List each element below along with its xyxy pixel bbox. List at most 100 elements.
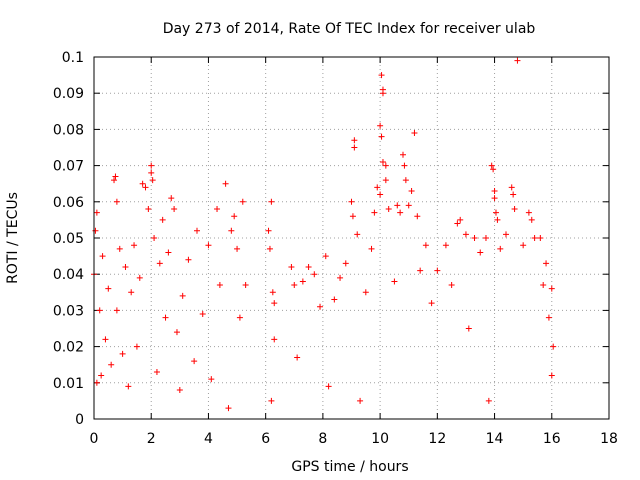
data-point <box>378 133 385 140</box>
data-point <box>149 177 156 184</box>
y-tick-label: 0.01 <box>53 376 84 392</box>
x-tick-label: 12 <box>428 431 446 447</box>
data-point <box>497 245 504 252</box>
x-tick-label: 18 <box>600 431 618 447</box>
data-points <box>91 57 557 412</box>
x-tick-label: 2 <box>147 431 156 447</box>
data-point <box>128 289 135 296</box>
data-point <box>485 397 492 404</box>
data-point <box>165 249 172 256</box>
data-point <box>148 162 155 169</box>
data-point <box>176 387 183 394</box>
data-point <box>148 169 155 176</box>
data-point <box>191 358 198 365</box>
y-tick-label: 0.04 <box>53 267 84 283</box>
y-tick-label: 0.09 <box>53 86 84 102</box>
data-point <box>548 285 555 292</box>
data-point <box>494 216 501 223</box>
data-point <box>408 187 415 194</box>
data-point <box>385 206 392 213</box>
data-point <box>550 343 557 350</box>
data-point <box>400 151 406 158</box>
data-point <box>379 90 386 97</box>
data-point <box>503 231 509 238</box>
data-point <box>378 72 385 79</box>
data-point <box>422 242 429 249</box>
data-point <box>397 209 404 216</box>
x-tick-label: 16 <box>543 431 561 447</box>
data-point <box>471 235 478 241</box>
data-point <box>153 368 160 375</box>
data-point <box>382 177 389 184</box>
data-point <box>231 213 238 220</box>
data-point <box>525 209 532 216</box>
data-point <box>113 307 120 314</box>
data-point <box>325 383 332 390</box>
data-point <box>228 227 235 234</box>
data-point <box>136 274 143 281</box>
data-point <box>225 405 232 412</box>
data-point <box>492 209 499 216</box>
data-point <box>442 242 449 249</box>
x-tick-label: 0 <box>90 431 99 447</box>
data-point <box>448 282 455 289</box>
data-point <box>269 289 276 296</box>
data-point <box>268 397 275 404</box>
data-point <box>113 198 120 205</box>
data-point <box>342 260 349 267</box>
data-point <box>354 231 361 238</box>
data-point <box>488 162 495 169</box>
data-point <box>222 180 229 187</box>
data-point <box>322 253 329 260</box>
data-point <box>368 245 375 252</box>
data-point <box>179 292 186 299</box>
data-point <box>239 198 246 205</box>
data-point <box>98 372 105 379</box>
x-tick-label: 6 <box>261 431 270 447</box>
data-point <box>271 336 278 343</box>
y-axis-label: ROTI / TECUs <box>5 192 21 284</box>
data-point <box>265 227 272 234</box>
data-point <box>317 303 324 310</box>
y-tick-label: 0.03 <box>53 303 84 319</box>
data-point <box>374 184 381 191</box>
data-point <box>139 180 146 187</box>
data-point <box>531 235 538 241</box>
data-point <box>234 245 241 252</box>
data-point <box>537 235 544 241</box>
data-point <box>96 307 103 314</box>
grid-lines <box>93 56 610 420</box>
data-point <box>194 227 200 234</box>
data-point <box>159 216 166 223</box>
data-point <box>348 198 355 205</box>
data-point <box>168 195 175 202</box>
data-point <box>291 282 298 289</box>
data-point <box>382 162 389 169</box>
data-point <box>351 137 358 144</box>
data-point <box>402 177 409 184</box>
data-point <box>371 209 378 216</box>
data-point <box>116 245 123 252</box>
data-point <box>508 184 515 191</box>
y-tick-label: 0 <box>75 412 84 428</box>
data-point <box>93 379 100 386</box>
data-point <box>242 282 249 289</box>
data-point <box>482 235 489 241</box>
data-point <box>377 122 384 129</box>
data-point <box>428 300 435 307</box>
data-point <box>457 216 464 223</box>
data-point <box>528 216 535 223</box>
data-point <box>405 202 412 209</box>
data-point <box>454 220 461 227</box>
data-point <box>377 191 384 198</box>
data-point <box>119 350 126 357</box>
data-point <box>305 263 312 270</box>
data-point <box>271 300 278 307</box>
x-tick-label: 8 <box>318 431 327 447</box>
data-point <box>514 57 521 64</box>
data-point <box>414 213 421 220</box>
data-point <box>351 144 358 151</box>
data-point <box>520 242 527 249</box>
data-point <box>199 311 206 318</box>
data-point <box>92 227 99 234</box>
